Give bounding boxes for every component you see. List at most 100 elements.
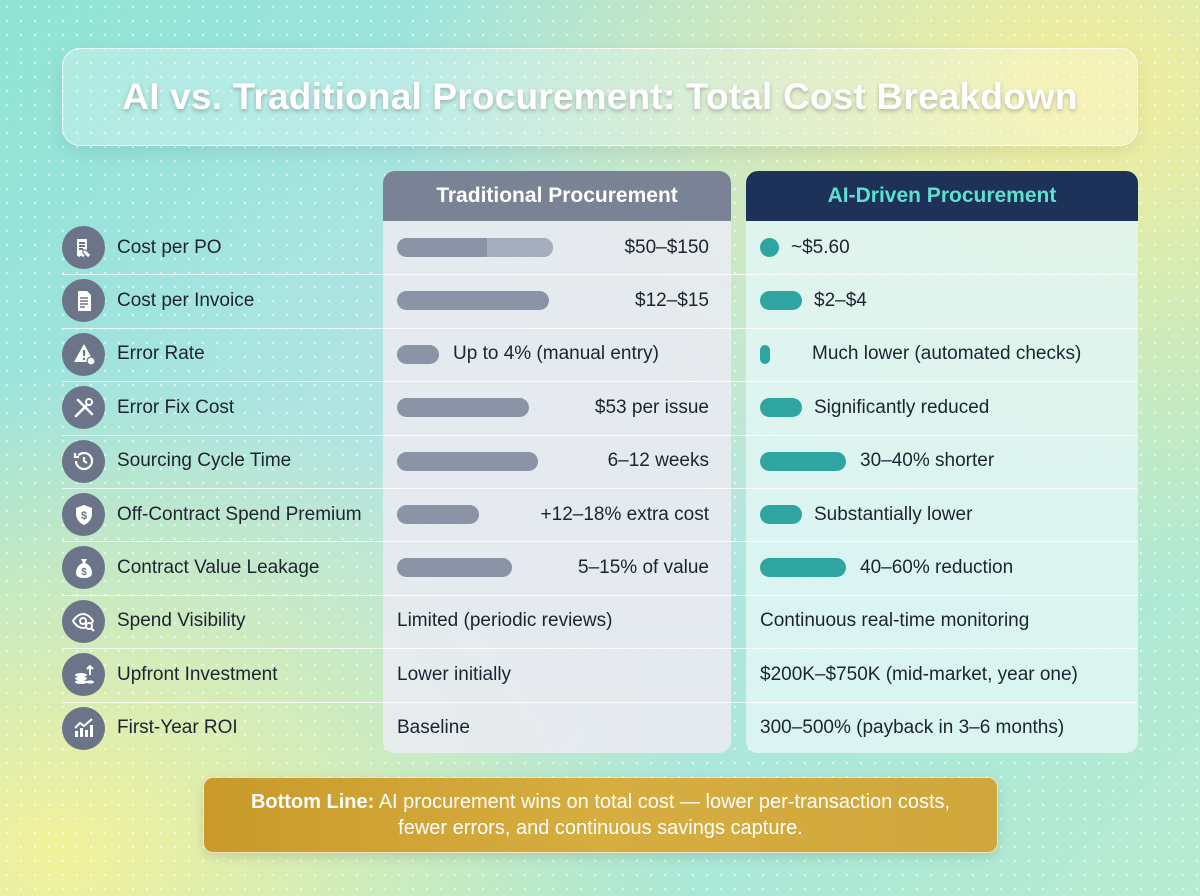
traditional-value: Baseline — [397, 717, 470, 739]
growth-chart-icon — [62, 706, 105, 750]
traditional-bar — [397, 238, 553, 257]
ai-value: Substantially lower — [814, 503, 973, 525]
ai-cell: Much lower (automated checks) — [746, 328, 1138, 381]
ai-cell: Substantially lower — [746, 488, 1138, 541]
metric-label: Spend Visibility — [117, 610, 246, 632]
traditional-bar — [397, 344, 439, 364]
traditional-cell: +12–18% extra cost — [383, 488, 731, 541]
table-row: Spend Visibility Limited (periodic review… — [62, 595, 1138, 648]
metric-label: Upfront Investment — [117, 663, 278, 685]
row-divider — [62, 701, 1138, 703]
traditional-cell: $12–$15 — [383, 274, 731, 327]
metric-cell: Upfront Investment — [62, 648, 383, 701]
traditional-bar — [397, 558, 512, 578]
metric-cell: $ Off-Contract Spend Premium — [62, 488, 383, 541]
ai-column-header: AI-Driven Procurement — [746, 171, 1138, 221]
traditional-value: 6–12 weeks — [607, 450, 709, 472]
page-title: AI vs. Traditional Procurement: Total Co… — [122, 76, 1078, 117]
svg-text:$: $ — [80, 510, 86, 522]
traditional-value: 5–15% of value — [578, 556, 709, 578]
ai-bar — [760, 558, 846, 578]
ai-value: 40–60% reduction — [860, 556, 1014, 578]
traditional-value: Limited (periodic reviews) — [397, 610, 613, 632]
table-row: Sourcing Cycle Time 6–12 weeks 30–40% shor… — [62, 435, 1138, 488]
ai-value: 300–500% (payback in 3–6 months) — [760, 717, 1065, 739]
row-divider — [62, 327, 1138, 329]
metric-label: Cost per Invoice — [117, 289, 255, 311]
table-row: $ Contract Value Leakage 5–15% of value 40–… — [62, 541, 1138, 594]
ai-cell: 30–40% shorter — [746, 435, 1138, 488]
table-row: Error Rate Up to 4% (manual entry) Much lo… — [62, 328, 1138, 381]
ai-value: ~$5.60 — [791, 236, 850, 258]
traditional-cell: Lower initially — [383, 648, 731, 701]
metric-cell: Spend Visibility — [62, 595, 383, 648]
ai-bar — [760, 398, 802, 418]
metric-label: Contract Value Leakage — [117, 556, 320, 578]
coins-stack-icon — [62, 653, 105, 697]
metric-label: Cost per PO — [117, 236, 222, 258]
metric-label: Sourcing Cycle Time — [117, 450, 292, 472]
row-divider — [62, 648, 1138, 650]
metric-cell: First-Year ROI — [62, 702, 383, 755]
row-divider — [62, 274, 1138, 276]
ai-bar — [760, 238, 779, 257]
metric-label: Error Fix Cost — [117, 396, 235, 418]
ai-cell: ~$5.60 — [746, 221, 1138, 274]
ai-cell: 40–60% reduction — [746, 541, 1138, 594]
ai-value: Significantly reduced — [814, 396, 990, 418]
eye-search-icon — [62, 599, 105, 643]
ai-cell: Significantly reduced — [746, 381, 1138, 434]
metric-cell: Error Fix Cost — [62, 381, 383, 434]
row-divider — [62, 594, 1138, 596]
traditional-column-header: Traditional Procurement — [383, 171, 731, 221]
ai-bar — [760, 505, 802, 524]
traditional-bar — [397, 505, 479, 524]
traditional-value: $53 per issue — [594, 396, 709, 418]
table-row: Error Fix Cost $53 per issue Significantly… — [62, 381, 1138, 434]
traditional-bar-range — [487, 238, 553, 257]
metric-cell: Sourcing Cycle Time — [62, 435, 383, 488]
traditional-bar — [397, 398, 529, 418]
ai-value: $2–$4 — [814, 289, 867, 311]
ai-cell: 300–500% (payback in 3–6 months) — [746, 702, 1138, 755]
metric-cell: Cost per PO — [62, 221, 383, 274]
traditional-cell: 5–15% of value — [383, 541, 731, 594]
row-divider — [62, 541, 1138, 543]
traditional-value: +12–18% extra cost — [540, 503, 709, 525]
metric-cell: $ Contract Value Leakage — [62, 541, 383, 594]
traditional-cell: 6–12 weeks — [383, 435, 731, 488]
traditional-value: $50–$150 — [624, 236, 709, 258]
metric-label: First-Year ROI — [117, 717, 238, 739]
traditional-cell: Baseline — [383, 702, 731, 755]
title-banner: AI vs. Traditional Procurement: Total Co… — [62, 48, 1138, 146]
ai-cell: $200K–$750K (mid-market, year one) — [746, 648, 1138, 701]
clock-history-icon — [62, 439, 105, 483]
receipt-tag-icon — [62, 226, 105, 269]
ai-value: 30–40% shorter — [860, 450, 995, 472]
tools-icon — [62, 386, 105, 430]
traditional-cell: $53 per issue — [383, 381, 731, 434]
traditional-cell: $50–$150 — [383, 221, 731, 274]
ai-value: Much lower (automated checks) — [812, 343, 1082, 365]
traditional-cell: Limited (periodic reviews) — [383, 595, 731, 648]
money-bag-icon: $ — [62, 546, 105, 590]
metric-label: Off-Contract Spend Premium — [117, 503, 362, 525]
shield-dollar-icon: $ — [62, 493, 105, 536]
bottom-line-label: Bottom Line: — [250, 791, 375, 813]
row-divider — [62, 488, 1138, 489]
metric-cell: Error Rate — [62, 328, 383, 381]
ai-value: Continuous real-time monitoring — [760, 610, 1030, 632]
row-divider — [62, 434, 1138, 436]
table-row: Cost per Invoice $12–$15 $2–$4 — [62, 274, 1138, 327]
ai-bar — [760, 291, 802, 311]
metric-cell: Cost per Invoice — [62, 274, 383, 327]
ai-cell: Continuous real-time monitoring — [746, 595, 1138, 648]
table-row: Upfront Investment Lower initially $200K–$… — [62, 648, 1138, 701]
ai-bar — [760, 451, 846, 471]
bottom-line-banner: Bottom Line: AI procurement wins on tota… — [203, 777, 998, 853]
traditional-value: Lower initially — [397, 663, 512, 685]
invoice-document-icon — [62, 279, 105, 323]
traditional-bar — [397, 291, 549, 311]
warning-icon — [62, 332, 105, 376]
metric-label: Error Rate — [117, 343, 205, 365]
